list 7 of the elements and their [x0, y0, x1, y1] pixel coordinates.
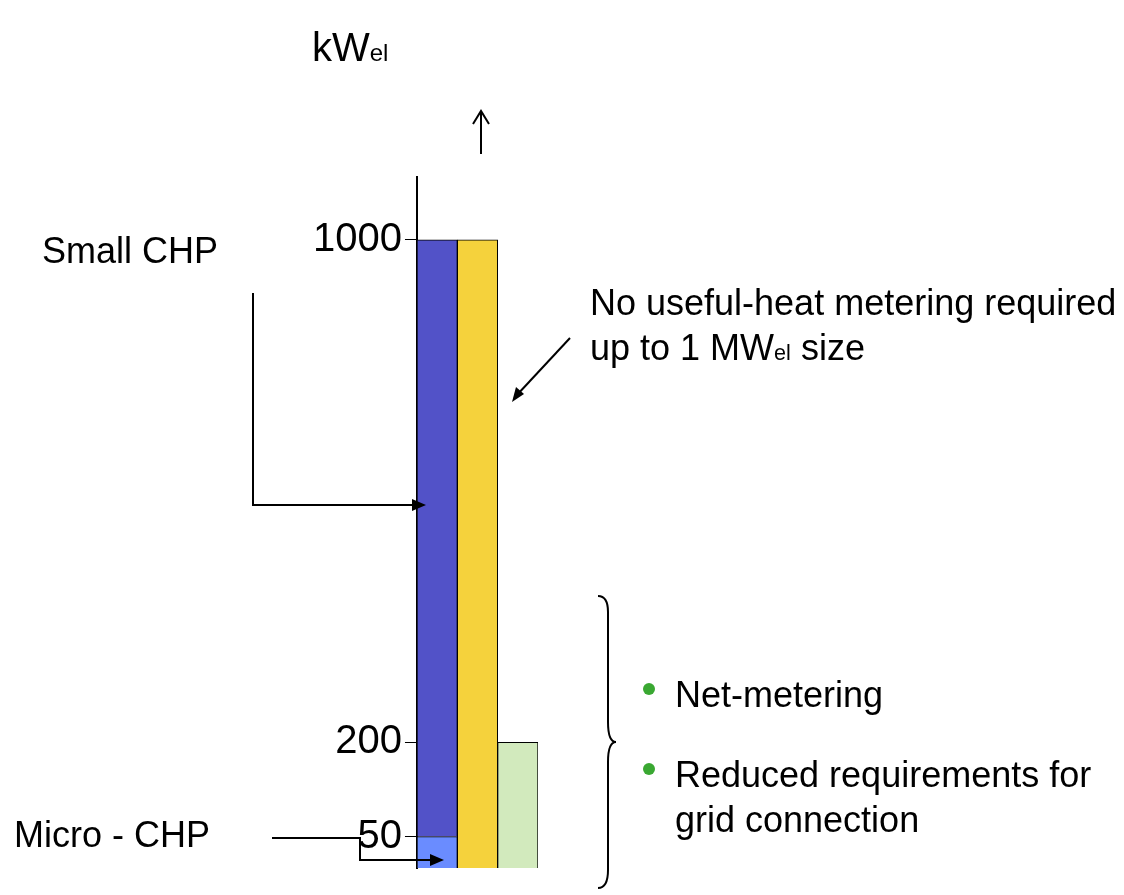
text: Small CHP — [42, 229, 219, 273]
y-tick-label: 200 — [335, 717, 402, 762]
text: Net-metering — [675, 673, 884, 717]
text: Micro - CHP — [14, 813, 210, 857]
y-tick-label: 50 — [357, 811, 402, 856]
text: Reduced requirements for grid connection — [675, 753, 1093, 842]
y-tick-label: 1000 — [313, 214, 402, 259]
